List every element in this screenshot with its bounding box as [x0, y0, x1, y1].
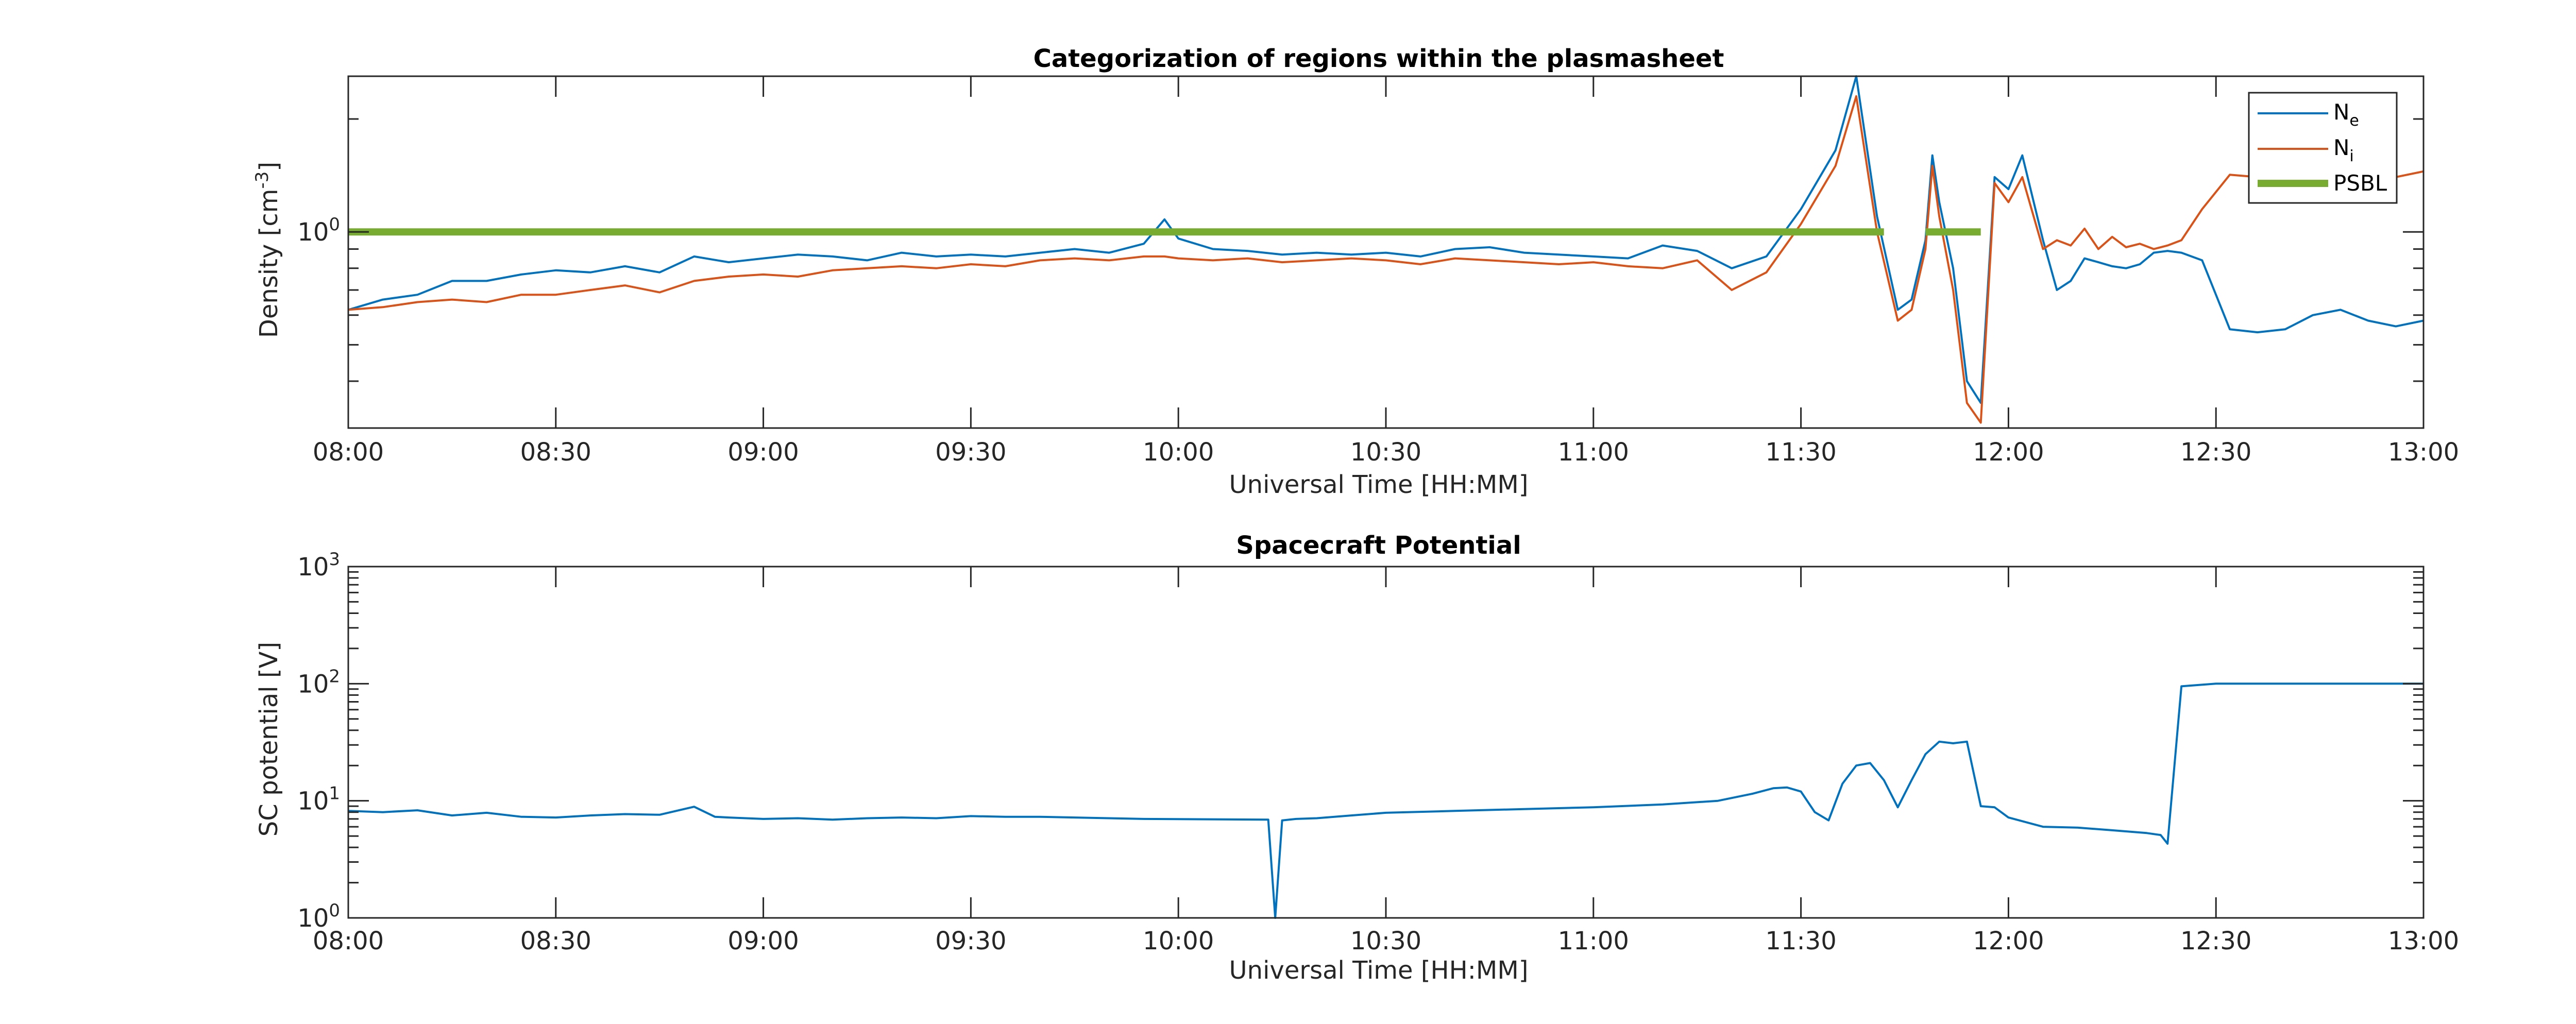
potential-x-axis-label: Universal Time [HH:MM] — [1229, 956, 1529, 985]
potential-x-tick-label: 09:00 — [727, 927, 799, 955]
potential-plot-area — [347, 566, 2425, 919]
density-x-tick-label: 08:00 — [313, 438, 384, 467]
density-x-axis-label: Universal Time [HH:MM] — [1229, 470, 1529, 499]
density-legend: Ne Ni PSBL — [2248, 92, 2398, 204]
potential-y-tick-label: 100 — [297, 900, 340, 933]
legend-ni-label: Ni — [2333, 135, 2354, 165]
density-x-tick-label: 09:00 — [727, 438, 799, 467]
density-series-n-e — [348, 75, 2424, 404]
density-x-tick-label: 11:00 — [1558, 438, 1629, 467]
density-x-tick-label: 10:30 — [1350, 438, 1421, 467]
density-x-tick-label: 13:00 — [2388, 438, 2459, 467]
potential-y-axis-label: SC potential [V] — [255, 642, 283, 837]
potential-x-tick-label: 08:00 — [313, 927, 384, 955]
potential-x-tick-label: 11:30 — [1765, 927, 1836, 955]
potential-chart: Spacecraft Potential 08:00 08:30 09:00 09:3… — [255, 531, 2459, 985]
density-y-axis-label: Density [cm-3] — [252, 162, 283, 338]
legend-psbl-label: PSBL — [2333, 170, 2387, 196]
density-x-tick-label: 12:30 — [2180, 438, 2251, 467]
potential-x-tick-label: 13:00 — [2388, 927, 2459, 955]
density-y-tick-label: 100 — [297, 214, 340, 247]
potential-y-tick-label: 101 — [297, 783, 340, 816]
density-x-tick-label: 10:00 — [1143, 438, 1214, 467]
density-x-tick-label: 11:30 — [1765, 438, 1836, 467]
potential-x-tick-label: 08:30 — [520, 927, 591, 955]
potential-x-tick-label: 09:30 — [935, 927, 1006, 955]
potential-x-tick-label: 12:00 — [1973, 927, 2044, 955]
potential-x-tick-label: 11:00 — [1558, 927, 1629, 955]
density-chart: Categorization of regions within the pla… — [252, 44, 2459, 499]
potential-chart-title: Spacecraft Potential — [1236, 531, 1521, 560]
density-x-tick-label: 12:00 — [1973, 438, 2044, 467]
density-x-tick-label: 09:30 — [935, 438, 1006, 467]
potential-x-tick-label: 12:30 — [2180, 927, 2251, 955]
potential-series-sc-potential — [348, 682, 2424, 919]
potential-axes-box — [347, 566, 2425, 919]
density-x-tick-label: 08:30 — [520, 438, 591, 467]
density-chart-title: Categorization of regions within the pla… — [1033, 44, 1724, 73]
potential-x-tick-label: 10:00 — [1143, 927, 1214, 955]
density-series-n-i — [348, 95, 2424, 424]
potential-y-tick-label: 102 — [297, 666, 340, 698]
potential-x-tick-label: 10:30 — [1350, 927, 1421, 955]
density-plot-area — [347, 75, 2425, 429]
potential-y-tick-label: 103 — [297, 549, 340, 582]
legend-ne-label: Ne — [2333, 99, 2359, 130]
